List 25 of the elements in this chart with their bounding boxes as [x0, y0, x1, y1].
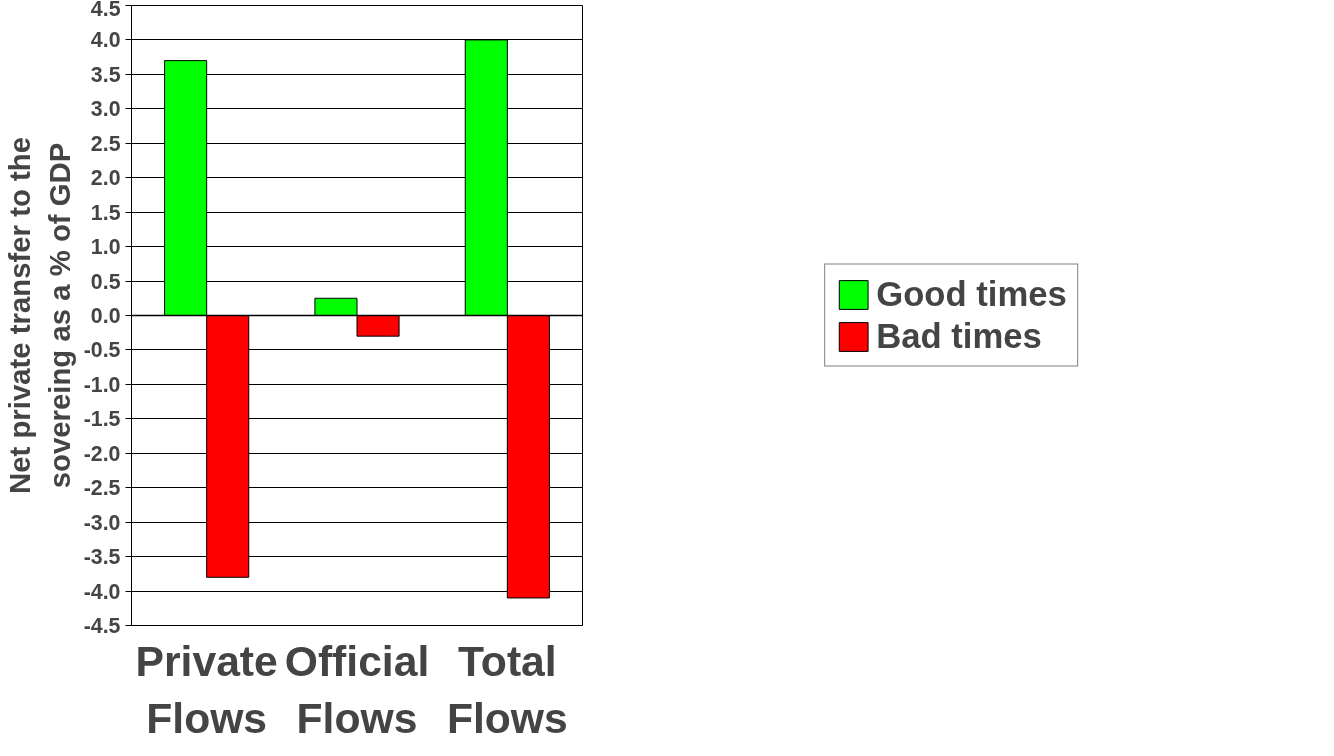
legend-label: Bad times: [876, 316, 1042, 356]
y-tick-label: 1.0: [90, 235, 121, 260]
y-tick-label: -4.0: [83, 579, 121, 604]
y-tick-label: -1.0: [83, 372, 121, 397]
y-tick-label: -0.5: [83, 338, 121, 363]
y-tick-label: -3.0: [83, 510, 121, 535]
y-tick-label: 4.0: [90, 28, 121, 53]
legend-label: Good times: [876, 274, 1067, 314]
y-tick-label: 4.5: [90, 0, 121, 21]
y-tick-label: -1.5: [83, 407, 121, 432]
y-tick-label: 0.0: [90, 304, 121, 328]
y-tick-label: -4.5: [83, 614, 121, 638]
x-tick-label: Private Flows: [135, 636, 278, 743]
y-tick-label: 3.5: [90, 62, 121, 87]
y-tick-label: -3.5: [83, 545, 121, 570]
y-tick-label: 3.0: [90, 97, 121, 122]
y-tick-label: 2.5: [90, 131, 121, 156]
x-tick-label: Official Flows: [284, 636, 430, 743]
y-tick-label: 1.5: [90, 200, 121, 225]
y-axis-title: Net private transfer to the sovereing as a % of GDP: [3, 137, 76, 494]
y-tick-label: -2.5: [83, 476, 121, 501]
y-tick-label: 0.5: [90, 269, 121, 294]
y-tick-label: -2.0: [83, 441, 121, 466]
x-tick-label: Total Flows: [446, 636, 568, 743]
y-tick-label: 2.0: [90, 166, 121, 191]
